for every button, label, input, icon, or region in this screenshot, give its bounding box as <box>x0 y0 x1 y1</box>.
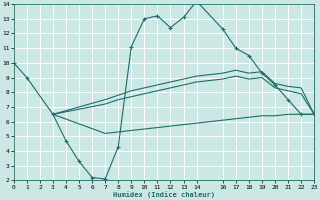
X-axis label: Humidex (Indice chaleur): Humidex (Indice chaleur) <box>113 191 215 198</box>
